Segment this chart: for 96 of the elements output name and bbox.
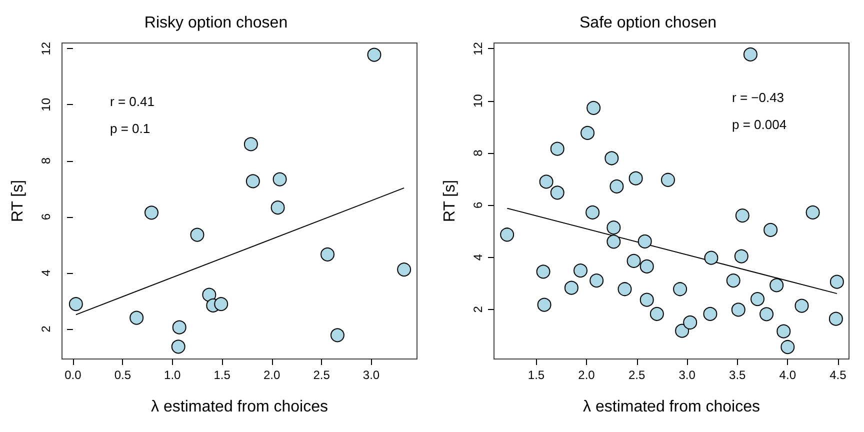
point xyxy=(537,298,552,312)
y-tick-label: 8 xyxy=(471,149,485,156)
y-tick-label: 12 xyxy=(471,42,485,56)
y-axis-title: RT [s] xyxy=(10,180,26,222)
x-tick-label: 3.5 xyxy=(729,368,746,382)
y-tick-label: 6 xyxy=(39,213,53,220)
y-tick-label: 4 xyxy=(471,254,485,261)
x-tick-label: 1.0 xyxy=(164,368,182,382)
y-tick-label: 10 xyxy=(471,94,485,108)
point xyxy=(794,298,809,313)
point xyxy=(760,307,774,322)
y-axis-title: RT [s] xyxy=(442,180,458,222)
point xyxy=(675,324,690,338)
point xyxy=(536,264,550,279)
x-tick-label: 0.0 xyxy=(64,368,82,382)
point xyxy=(780,340,795,354)
y-tick-label: 2 xyxy=(471,306,485,313)
point xyxy=(734,249,748,264)
point xyxy=(731,302,746,317)
point xyxy=(640,259,654,274)
point xyxy=(580,126,595,140)
point xyxy=(367,48,382,62)
point xyxy=(750,292,764,306)
point xyxy=(743,47,758,62)
point xyxy=(320,247,335,262)
x-tick-label: 1.5 xyxy=(214,368,231,382)
x-tick-label: 2.5 xyxy=(628,368,646,382)
point xyxy=(610,179,624,194)
point xyxy=(586,205,600,220)
annotation: p = 0.1 xyxy=(110,121,150,136)
point xyxy=(574,264,588,278)
point xyxy=(202,288,216,302)
x-tick-label: 1.5 xyxy=(528,368,545,382)
y-tick-label: 8 xyxy=(39,157,53,164)
point xyxy=(770,278,784,292)
point xyxy=(171,340,186,354)
point xyxy=(130,310,144,325)
point xyxy=(190,228,204,242)
x-tick-label: 0.5 xyxy=(114,368,132,382)
chart-title: Risky option chosen xyxy=(144,14,288,32)
point xyxy=(764,222,778,237)
point xyxy=(604,151,619,166)
x-axis-title: λ estimated from choices xyxy=(151,398,328,416)
point xyxy=(638,234,652,248)
point xyxy=(828,312,843,326)
point xyxy=(683,316,698,330)
point xyxy=(606,234,621,249)
point xyxy=(776,324,791,338)
point xyxy=(397,262,412,277)
point xyxy=(735,208,750,223)
y-tick-label: 10 xyxy=(39,98,53,112)
point xyxy=(214,297,228,312)
point xyxy=(704,250,718,265)
x-tick-label: 2.5 xyxy=(313,368,330,382)
point xyxy=(806,205,820,220)
point xyxy=(550,142,564,156)
point xyxy=(270,200,285,215)
point xyxy=(564,280,578,295)
point xyxy=(606,220,621,235)
point xyxy=(144,206,158,220)
annotation: p = 0.004 xyxy=(732,117,787,132)
point xyxy=(650,306,664,321)
point xyxy=(660,172,675,187)
point xyxy=(626,254,641,268)
point xyxy=(726,274,740,288)
point xyxy=(830,274,844,289)
point xyxy=(330,328,344,342)
point xyxy=(539,174,554,189)
y-tick-label: 6 xyxy=(471,202,485,209)
point xyxy=(68,297,83,312)
point xyxy=(272,172,287,186)
point xyxy=(586,100,601,115)
point xyxy=(673,282,688,296)
point xyxy=(172,320,186,334)
point xyxy=(590,274,604,288)
annotation: r = 0.41 xyxy=(110,94,154,109)
x-tick-label: 2.0 xyxy=(578,368,596,382)
point xyxy=(550,186,564,200)
y-tick-label: 2 xyxy=(39,325,53,332)
point xyxy=(628,171,643,186)
point xyxy=(500,228,514,242)
x-tick-label: 4.0 xyxy=(779,368,796,382)
point xyxy=(703,306,718,321)
x-axis-title: λ estimated from choices xyxy=(583,398,760,416)
point xyxy=(244,137,258,152)
point xyxy=(618,282,632,296)
x-tick-label: 4.5 xyxy=(830,368,847,382)
x-tick-label: 3.0 xyxy=(678,368,696,382)
chart-title: Safe option chosen xyxy=(580,14,716,32)
point xyxy=(640,292,654,307)
x-tick-label: 2.0 xyxy=(263,368,280,382)
point xyxy=(246,174,260,188)
annotation: r = −0.43 xyxy=(732,90,784,105)
y-tick-label: 4 xyxy=(39,269,53,276)
x-tick-label: 3.0 xyxy=(362,368,380,382)
y-tick-label: 12 xyxy=(39,42,53,56)
